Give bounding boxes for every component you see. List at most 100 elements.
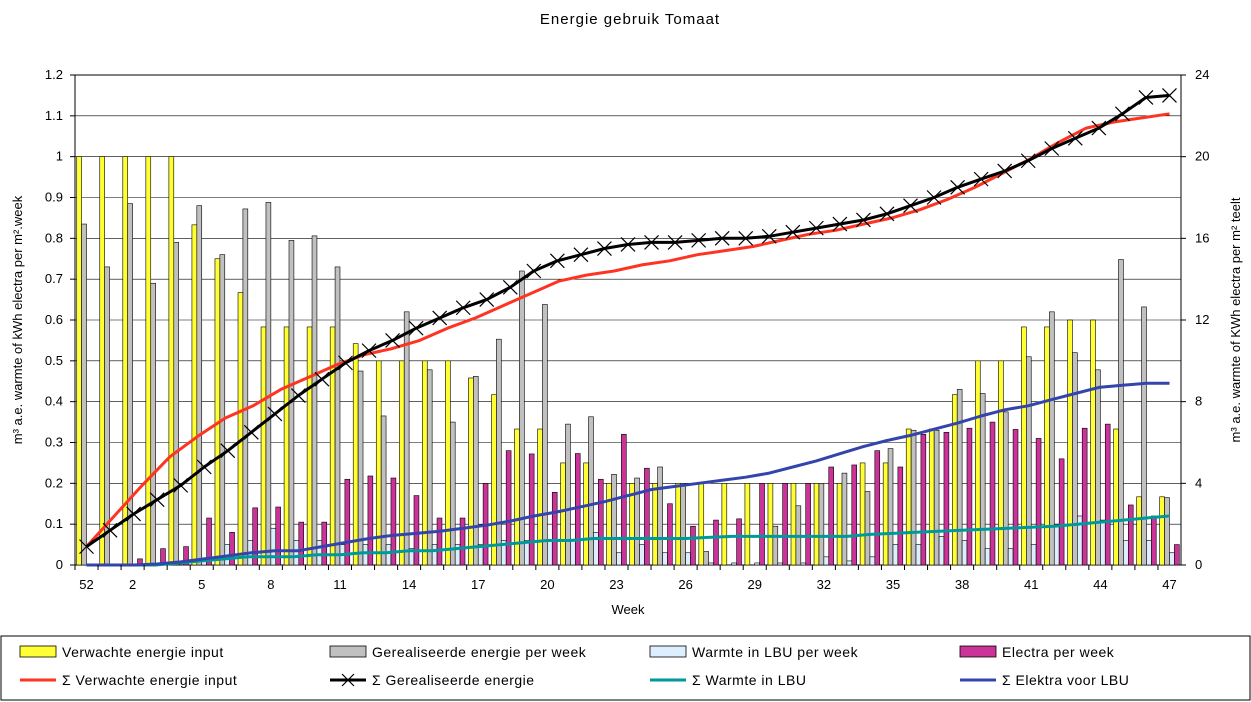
legend-swatch [19,645,57,658]
data-point-marker [220,443,236,459]
data-point-marker [573,247,589,263]
bar [403,311,410,566]
data-point-marker [1162,87,1177,103]
bar [1044,326,1050,566]
data-point-marker [903,198,918,214]
left-tick-label: 1.2 [45,67,63,82]
x-tick-label: 2 [129,577,136,592]
bar [468,377,474,566]
legend-box [0,635,1251,701]
left-axis-ticks: 0 0.1 0.2 0.3 0.4 0.5 0.6 0.7 0.8 0.9 1 1.1 1.2 [45,67,75,572]
bar [818,483,825,566]
data-point-marker [549,253,565,269]
data-point-marker [620,237,636,252]
data-point-marker [502,279,518,295]
bar [1100,519,1106,566]
data-point-marker [385,332,400,348]
bar [459,517,466,566]
data-point-marker [1114,106,1130,122]
x-tick-label: 17 [471,577,485,592]
right-tick-label: 16 [1195,230,1209,245]
bar [547,540,553,566]
data-point-marker [361,343,377,359]
data-point-marker [856,212,871,228]
bar [685,552,691,566]
bar [698,483,705,566]
series-line [86,514,1170,567]
bar [859,462,866,566]
bar [1007,548,1014,566]
bar [1012,429,1019,566]
bar [1030,544,1037,566]
bar [357,370,364,566]
x-tick-label: 44 [1093,577,1107,592]
data-point-marker [432,310,448,326]
bar [352,343,359,566]
gridlines [75,115,1181,525]
right-axis-ticks: 0 4 8 12 16 20 24 [1181,67,1209,572]
right-tick-label: 8 [1195,394,1202,409]
data-point-marker [597,241,612,256]
data-point-marker [738,230,754,246]
data-point-marker [973,171,989,187]
bar [846,560,853,566]
bar [306,326,313,566]
bar [237,292,244,566]
bar [736,518,742,566]
data-point-marker [1067,130,1083,146]
bar [385,544,392,566]
bar [583,462,589,566]
bar [81,223,87,566]
x-axis-label: Week [612,602,645,617]
bar [754,562,760,566]
bar [1123,540,1129,566]
bar [777,562,783,566]
bar [652,483,658,566]
bar [598,478,604,566]
right-tick-label: 4 [1195,475,1202,490]
bar [790,483,797,566]
left-axis-label: m³ a.e. warmte of kWh electra per m².wee… [10,195,25,444]
bar [782,483,788,566]
left-tick-label: 0.6 [45,312,63,327]
left-tick-label: 0.7 [45,271,63,286]
x-tick-label: 35 [886,577,900,592]
left-tick-label: 0.4 [45,394,63,409]
bar [1141,306,1147,566]
legend-label: Σ Verwachte energie input [62,672,237,688]
bar [634,477,640,566]
bar [611,474,617,566]
x-tick-label: 8 [267,577,274,592]
data-point-marker [338,355,353,371]
bar [1053,523,1060,566]
left-tick-label: 0.1 [45,516,63,531]
bar [892,544,899,566]
bar [667,503,673,566]
x-tick-label: 5 [198,577,205,592]
bar [173,242,179,566]
bar [1058,458,1065,566]
bar [321,521,328,566]
bar [759,483,765,566]
data-point-marker [314,371,330,387]
right-tick-label: 0 [1195,557,1202,572]
bar [229,532,235,566]
bar [836,483,843,566]
bar [805,483,811,566]
bar [76,156,82,566]
bar [1090,319,1096,566]
bar [823,556,830,566]
bar [1136,496,1142,566]
data-point-marker [926,190,942,205]
bar [367,475,374,566]
chart-title: Energie gebruik Tomaat [540,11,720,28]
bar [413,495,420,566]
bar [952,394,958,566]
bar [984,548,991,566]
bar [283,326,290,566]
bar [938,536,945,566]
legend-label: Verwachte energie input [62,644,224,660]
bar [690,525,696,566]
bar [1026,356,1032,566]
legend-label: Electra per week [1002,644,1115,660]
